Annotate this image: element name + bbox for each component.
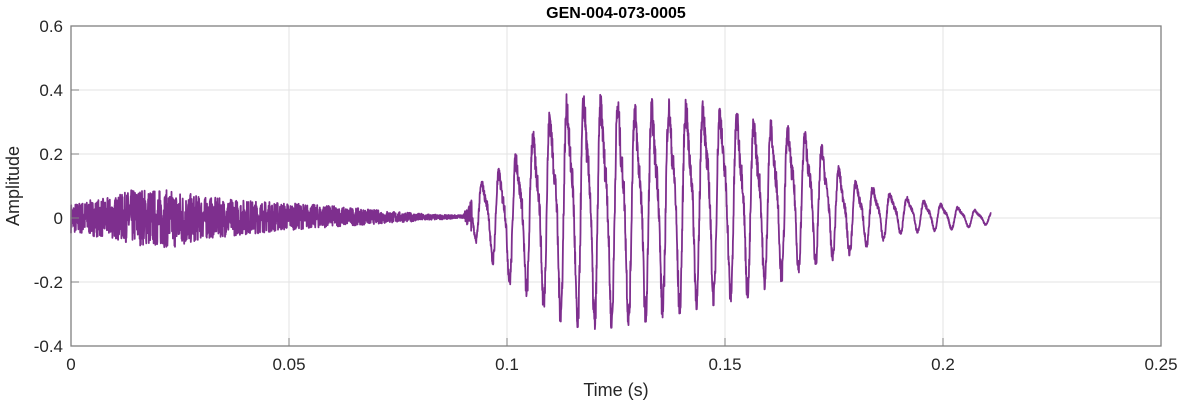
- x-tick-label: 0.2: [931, 355, 955, 374]
- x-tick-label: 0.15: [708, 355, 741, 374]
- y-tick-label: 0: [54, 209, 63, 228]
- y-tick-label: -0.2: [34, 273, 63, 292]
- waveform-line: [70, 93, 992, 331]
- plot-area: [70, 93, 992, 331]
- y-tick-label: 0.4: [39, 81, 63, 100]
- y-tick-label: -0.4: [34, 337, 63, 356]
- x-axis-label: Time (s): [583, 380, 648, 400]
- y-axis-label: Amplitude: [3, 146, 23, 226]
- chart-title: GEN-004-073-0005: [546, 5, 686, 22]
- x-tick-label: 0: [66, 355, 75, 374]
- x-tick-label: 0.1: [495, 355, 519, 374]
- axes-box: [70, 25, 1162, 347]
- y-tick-label: 0.6: [39, 17, 63, 36]
- y-tick-label: 0.2: [39, 145, 63, 164]
- ticks: 0 0.05 0.1 0.15 0.2 0.25 -0.4 -0.2 0 0.2 0.4 0.6: [34, 17, 1178, 374]
- x-tick-label: 0.25: [1144, 355, 1177, 374]
- x-tick-label: 0.05: [272, 355, 305, 374]
